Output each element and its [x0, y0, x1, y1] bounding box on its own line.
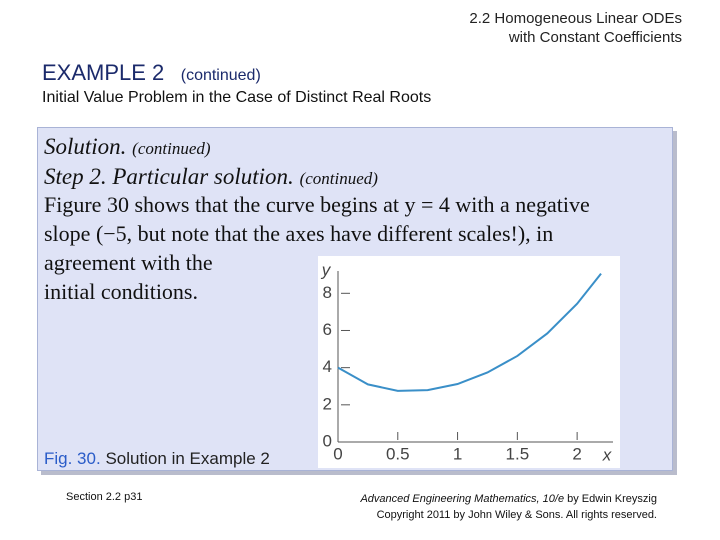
x-tick-label: 1 — [453, 444, 462, 463]
y-axis-label: y — [321, 260, 332, 279]
header-section: 2.2 Homogeneous Linear ODEs — [469, 10, 682, 27]
example-subtitle: Initial Value Problem in the Case of Dis… — [42, 89, 432, 106]
paragraph-line: slope (−5, but note that the axes have d… — [44, 221, 554, 246]
paragraph-line: Figure 30 shows that the curve begins at… — [44, 192, 590, 217]
footer-credit: Advanced Engineering Mathematics, 10/e b… — [360, 491, 657, 507]
caption: Fig. 30. Solution in Example 2 — [44, 449, 270, 469]
header-subsection: with Constant Coefficients — [508, 29, 682, 46]
caption-label: Fig. 30. — [44, 449, 101, 468]
x-tick-label: 0.5 — [386, 444, 410, 463]
footer-copyright: Copyright 2011 by John Wiley & Sons. All… — [376, 509, 657, 521]
x-tick-label: 2 — [572, 444, 581, 463]
step-line: Step 2. Particular solution. (continued) — [44, 163, 378, 193]
y-tick-label: 2 — [323, 394, 332, 413]
figure: y x 0 2 4 6 8 0 0.5 1 1.5 2 — [318, 256, 620, 468]
figure-background — [318, 256, 620, 468]
footer-book: Advanced Engineering Mathematics, 10/e — [360, 493, 565, 505]
y-tick-label: 0 — [323, 431, 332, 450]
paragraph-line: initial conditions. — [44, 279, 198, 304]
step: Step 2. Particular solution. — [44, 164, 294, 189]
body: Solution. (continued) Step 2. Particular… — [44, 133, 378, 193]
example-note: (continued) — [180, 67, 261, 84]
footer-right: Advanced Engineering Mathematics, 10/e b… — [360, 491, 657, 523]
y-tick-label: 4 — [323, 357, 332, 376]
solution: Solution. — [44, 134, 127, 159]
y-tick-label: 6 — [323, 320, 332, 339]
paragraph: Figure 30 shows that the curve begins at… — [44, 190, 590, 306]
step-note: (continued) — [299, 169, 378, 188]
y-tick-label: 8 — [323, 283, 332, 302]
header: 2.2 Homogeneous Linear ODEs with Constan… — [469, 9, 682, 47]
example-title: EXAMPLE 2 — [42, 60, 165, 85]
solution-note: (continued) — [132, 139, 211, 158]
curve — [337, 272, 602, 392]
paragraph-line: agreement with the — [44, 250, 213, 275]
footer-author: by Edwin Kreyszig — [564, 493, 657, 505]
footer-left: Section 2.2 p31 — [66, 491, 143, 503]
x-tick-label: 1.5 — [506, 444, 530, 463]
example-heading: EXAMPLE 2 (continued) — [42, 60, 261, 86]
solution-line: Solution. (continued) — [44, 133, 378, 163]
caption-text: Solution in Example 2 — [105, 449, 270, 468]
x-tick-label: 0 — [333, 444, 342, 463]
x-axis-label: x — [602, 445, 612, 464]
